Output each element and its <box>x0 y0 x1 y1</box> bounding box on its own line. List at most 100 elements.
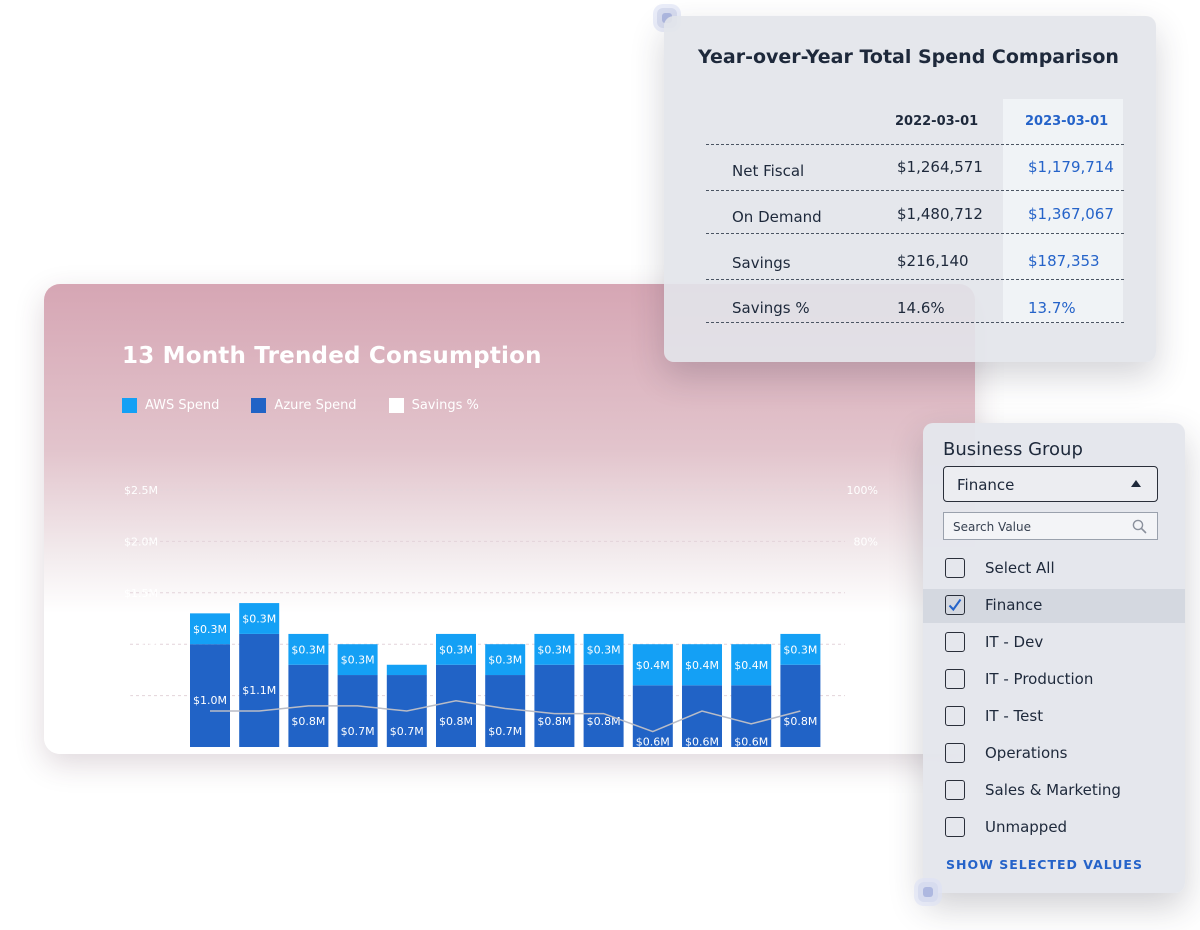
checkbox-checked[interactable] <box>945 595 965 615</box>
yoy-row-label: On Demand <box>732 208 822 226</box>
yoy-col-prev: 2022-03-01 <box>895 114 979 129</box>
bar-aws <box>731 644 772 686</box>
bar-azure <box>436 664 476 747</box>
bar-label-aws: $0.3M <box>291 643 325 656</box>
business-group-title: Business Group <box>943 439 1083 460</box>
legend-swatch-savings <box>388 398 404 413</box>
option-it-test[interactable]: IT - Test <box>923 700 1185 734</box>
bar-label-aws: $0.3M <box>242 613 276 626</box>
yoy-col-curr: 2023-03-01 <box>1025 114 1109 129</box>
y-tick-label: $2.5M <box>124 484 158 497</box>
yoy-row-label: Savings <box>732 254 791 272</box>
bar-label-aws: $0.4M <box>734 659 768 672</box>
bar-label-aws: $0.3M <box>439 643 473 656</box>
bar-label-azure: $1.1M <box>242 684 276 697</box>
current-period-column-highlight <box>1003 99 1123 323</box>
checkmark-icon <box>948 598 961 611</box>
option-sales-marketing[interactable]: Sales & Marketing <box>923 774 1185 808</box>
bar-label-azure: $0.8M <box>537 715 571 728</box>
search-box[interactable] <box>943 512 1158 541</box>
yoy-comparison-panel: Year-over-Year Total Spend Comparison 20… <box>664 16 1156 362</box>
bar-label-aws: $0.3M <box>341 654 375 667</box>
chart-legend: AWS Spend Azure Spend Savings % <box>122 398 479 413</box>
bar-aws <box>534 633 575 665</box>
option-label: IT - Test <box>985 707 1044 725</box>
bar-label-azure: $0.8M <box>439 715 473 728</box>
yoy-title: Year-over-Year Total Spend Comparison <box>698 46 1119 68</box>
legend-label-savings: Savings % <box>411 398 479 413</box>
bar-label-azure: $0.7M <box>341 725 375 738</box>
legend-item-savings[interactable]: Savings % <box>388 398 479 413</box>
yoy-curr-value: $1,367,067 <box>1028 205 1114 223</box>
option-label: Select All <box>985 559 1055 577</box>
checkbox[interactable] <box>945 669 965 689</box>
search-icon[interactable] <box>1132 519 1147 534</box>
y2-tick-label: 80% <box>854 535 878 548</box>
bar-azure <box>632 685 673 747</box>
checkbox[interactable] <box>945 706 965 726</box>
legend-item-aws[interactable]: AWS Spend <box>122 398 219 413</box>
option-finance[interactable]: Finance <box>923 589 1185 623</box>
option-label: IT - Dev <box>985 633 1044 651</box>
bar-aws <box>436 633 476 665</box>
yoy-prev-value: $1,264,571 <box>897 158 983 176</box>
show-selected-values-link[interactable]: SHOW SELECTED VALUES <box>946 857 1143 872</box>
y2-tick-label: 100% <box>847 484 878 497</box>
bar-aws <box>288 633 329 665</box>
option-it-production[interactable]: IT - Production <box>923 663 1185 697</box>
bar-azure <box>485 675 526 747</box>
yoy-row-label: Savings % <box>732 299 810 317</box>
checkbox[interactable] <box>945 780 965 800</box>
legend-label-azure: Azure Spend <box>274 398 357 413</box>
checkbox[interactable] <box>945 558 965 578</box>
legend-swatch-azure <box>251 398 267 413</box>
row-divider <box>706 322 1124 323</box>
y-tick-label: $2.0M <box>124 535 158 548</box>
bar-label-aws: $0.3M <box>488 654 522 667</box>
row-divider <box>706 279 1124 280</box>
row-divider <box>706 233 1124 234</box>
bar-aws <box>682 644 722 686</box>
legend-item-azure[interactable]: Azure Spend <box>251 398 357 413</box>
option-label: IT - Production <box>985 670 1094 688</box>
bar-aws <box>780 633 821 665</box>
dropdown-selected-value: Finance <box>957 476 1015 494</box>
option-it-dev[interactable]: IT - Dev <box>923 626 1185 660</box>
bar-label-azure: $0.7M <box>488 725 522 738</box>
option-unmapped[interactable]: Unmapped <box>923 811 1185 845</box>
option-select-all[interactable]: Select All <box>923 552 1185 586</box>
checkbox[interactable] <box>945 632 965 652</box>
bar-label-azure: $0.8M <box>783 715 817 728</box>
savings-line <box>210 699 801 733</box>
option-label: Unmapped <box>985 818 1068 836</box>
option-label: Operations <box>985 744 1068 762</box>
bar-label-azure: $1.0M <box>193 694 227 707</box>
yoy-curr-value: $1,179,714 <box>1028 158 1114 176</box>
bar-azure <box>780 664 821 747</box>
bar-aws <box>583 633 624 665</box>
bar-aws <box>337 644 378 676</box>
yoy-row-label: Net Fiscal <box>732 162 805 180</box>
bar-azure <box>190 644 230 747</box>
bar-label-aws: $0.4M <box>685 659 719 672</box>
bar-label-aws: $0.3M <box>783 643 817 656</box>
checkbox[interactable] <box>945 743 965 763</box>
bar-aws <box>190 613 230 645</box>
bar-label-azure: $0.8M <box>291 715 325 728</box>
bar-label-aws: $0.4M <box>636 659 670 672</box>
option-label: Sales & Marketing <box>985 781 1121 799</box>
yoy-prev-value: 14.6% <box>897 299 945 317</box>
row-divider <box>706 190 1124 191</box>
bar-label-azure: $0.6M <box>685 735 719 748</box>
row-divider <box>706 144 1124 145</box>
bar-aws <box>386 664 427 676</box>
bar-label-azure: $0.7M <box>390 725 424 738</box>
panel-handle-icon[interactable] <box>918 882 938 902</box>
checkbox[interactable] <box>945 817 965 837</box>
search-input[interactable] <box>944 513 1135 541</box>
business-group-dropdown[interactable]: Finance <box>943 466 1158 502</box>
bar-azure <box>583 664 624 747</box>
option-operations[interactable]: Operations <box>923 737 1185 771</box>
bar-label-azure: $0.6M <box>636 735 670 748</box>
